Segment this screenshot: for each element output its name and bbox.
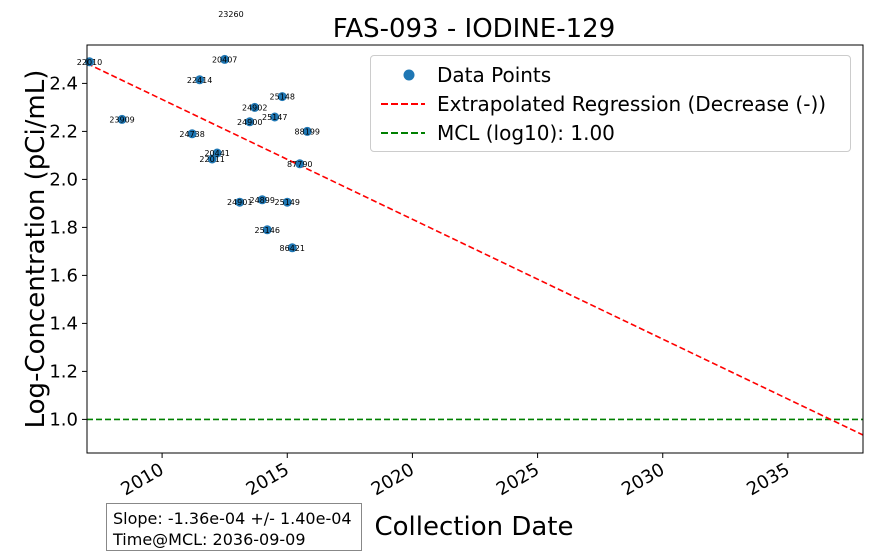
data-point <box>302 126 312 136</box>
x-tick-label: 2035 <box>743 459 793 500</box>
dashed-line-icon <box>381 103 425 105</box>
legend-item-regression: Extrapolated Regression (Decrease (-)) <box>371 90 850 118</box>
plot-frame <box>86 44 864 454</box>
data-point-label: 25148 <box>270 93 295 102</box>
time-at-mcl-text: Time@MCL: 2036-09-09 <box>113 530 306 549</box>
slope-text: Slope: -1.36e-04 +/- 1.40e-04 <box>113 509 352 528</box>
data-point <box>282 197 292 207</box>
data-point <box>207 154 217 164</box>
y-tick-label: 1.8 <box>49 217 78 238</box>
x-tick-label: 2030 <box>618 459 668 500</box>
legend-item-mcl: MCL (log10): 1.00 <box>371 119 850 147</box>
chart-legend: Data Points Extrapolated Regression (Dec… <box>370 55 851 152</box>
x-tick-label: 2010 <box>117 459 167 500</box>
y-tick-label: 1.4 <box>49 313 78 334</box>
stats-annotation-box: Slope: -1.36e-04 +/- 1.40e-04 Time@MCL: … <box>106 503 362 551</box>
data-point <box>257 195 267 205</box>
dashed-line-icon <box>381 132 425 134</box>
data-point-label: 88199 <box>295 127 320 136</box>
data-point-label: 24901 <box>227 198 252 207</box>
data-point-label: 22011 <box>199 155 224 164</box>
data-point-label: 87790 <box>287 160 312 169</box>
data-point <box>277 92 287 102</box>
data-point-label: 25149 <box>275 198 300 207</box>
data-point-label: 20441 <box>204 149 229 158</box>
x-tick-label: 2020 <box>368 459 418 500</box>
data-point <box>220 54 230 64</box>
data-point <box>250 102 260 112</box>
data-point <box>117 114 127 124</box>
data-point-label: 22414 <box>187 76 212 85</box>
y-tick-label: 2.2 <box>49 121 78 142</box>
data-point-label: 86421 <box>280 244 305 253</box>
data-point-label: 24738 <box>179 130 204 139</box>
data-point-label: 25147 <box>262 113 287 122</box>
data-point-label: 20407 <box>212 55 237 64</box>
legend-label: Data Points <box>437 63 552 87</box>
data-point <box>270 112 280 122</box>
data-point-label: 25146 <box>255 226 280 235</box>
y-tick-label: 1.6 <box>49 265 78 286</box>
x-tick-label: 2015 <box>243 459 293 500</box>
legend-label: Extrapolated Regression (Decrease (-)) <box>437 92 827 116</box>
y-tick-label: 2.0 <box>49 169 78 190</box>
data-point-label: 23909 <box>109 115 134 124</box>
data-point-label: 22010 <box>77 58 102 67</box>
x-tick-label: 2025 <box>493 459 543 500</box>
data-point <box>262 225 272 235</box>
data-point <box>235 197 245 207</box>
y-tick-label: 1.0 <box>49 409 78 430</box>
scatter-marker-icon <box>403 69 415 81</box>
y-tick-label: 2.4 <box>49 73 78 94</box>
data-point <box>245 117 255 127</box>
data-point-label: 23260 <box>218 10 243 19</box>
data-point-label: 24900 <box>237 118 262 127</box>
legend-item-data-points: Data Points <box>371 61 850 89</box>
data-point <box>187 129 197 139</box>
chart-title: FAS-093 - IODINE-129 <box>333 14 615 44</box>
y-tick-label: 1.2 <box>49 361 78 382</box>
data-point <box>295 159 305 169</box>
data-point <box>212 148 222 158</box>
data-point <box>287 243 297 253</box>
y-axis-label: Log-Concentration (pCi/mL) <box>21 70 51 429</box>
legend-label: MCL (log10): 1.00 <box>437 121 615 145</box>
regression-line <box>86 62 864 436</box>
x-axis-label: Collection Date <box>374 512 573 542</box>
data-point-label: 24899 <box>249 196 274 205</box>
data-point-label: 24902 <box>242 103 267 112</box>
data-point <box>195 75 205 85</box>
